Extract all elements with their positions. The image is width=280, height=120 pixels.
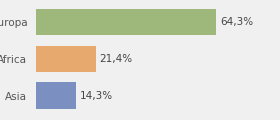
- Bar: [36, 45, 96, 72]
- Text: 21,4%: 21,4%: [100, 54, 133, 64]
- Bar: [36, 82, 76, 109]
- Bar: [36, 9, 216, 35]
- Text: 14,3%: 14,3%: [80, 91, 113, 101]
- Text: 64,3%: 64,3%: [220, 17, 253, 27]
